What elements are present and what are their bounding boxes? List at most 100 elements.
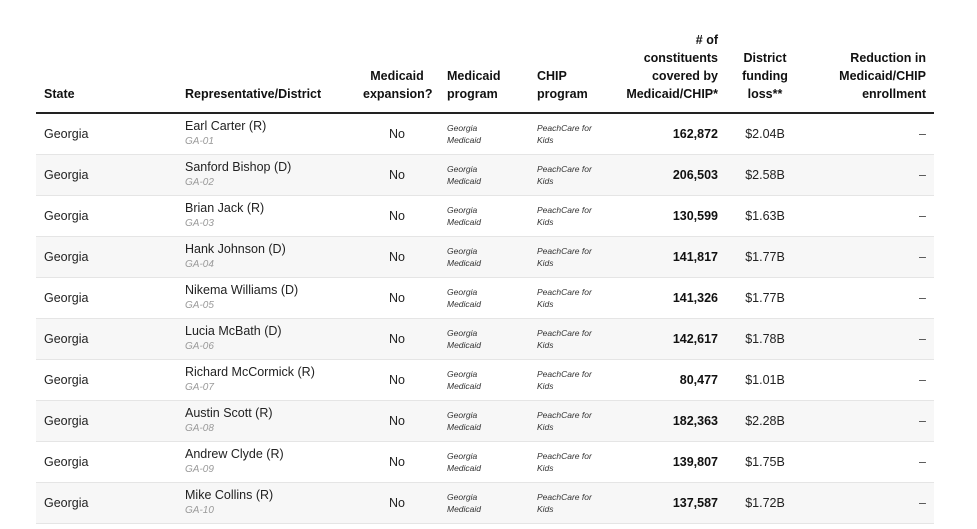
representative-name: Hank Johnson (D) [185,242,286,256]
table-row: Georgia Austin Scott (R) GA-08 No Georgia Med… [36,400,934,442]
funding-loss-cell: $1.78B [726,318,804,360]
medicaid-program-line: Georgia [447,287,478,297]
representative-cell: Earl Carter (R) GA-01 [185,113,355,155]
funding-loss-cell: $1.77B [726,236,804,278]
medicaid-table: State Representative/District Medicaid ex… [36,0,934,524]
state-cell: Georgia [36,318,185,360]
expansion-cell: No [355,195,439,237]
header-chip-program[interactable]: CHIP program [529,0,614,114]
representative-cell: Richard McCormick (R) GA-07 [185,359,355,401]
medicaid-program-line: Medicaid [447,176,482,186]
chip-program-line: PeachCare for [537,451,592,461]
representative-name: Earl Carter (R) [185,119,267,133]
funding-loss-cell: $1.01B [726,359,804,401]
representative-cell: Austin Scott (R) GA-08 [185,400,355,442]
chip-program-line: Kids [537,504,554,514]
district-code: GA-10 [185,505,214,516]
medicaid-program-line: Georgia [447,328,478,338]
district-code: GA-05 [185,300,214,311]
header-constituents[interactable]: # of constituents covered by Medicaid/CHIP* [614,0,726,114]
table-row: Georgia Richard McCormick (R) GA-07 No Georg… [36,359,934,401]
chip-program-line: Kids [537,381,554,391]
representative-name: Richard McCormick (R) [185,365,315,379]
chip-program-line: PeachCare for [537,287,592,297]
chip-program-cell: PeachCare for Kids [529,236,614,278]
table-row: Georgia Earl Carter (R) GA-01 No Georgia Medi… [36,113,934,155]
representative-name: Andrew Clyde (R) [185,447,284,461]
medicaid-program-line: Medicaid [447,381,482,391]
chip-program-line: PeachCare for [537,164,592,174]
state-cell: Georgia [36,236,185,278]
constituents-cell: 141,326 [614,277,726,319]
medicaid-program-line: Georgia [447,451,478,461]
chip-program-line: PeachCare for [537,328,592,338]
state-cell: Georgia [36,113,185,155]
header-medicaid-program[interactable]: Medicaid program [439,0,529,114]
chip-program-cell: PeachCare for Kids [529,359,614,401]
constituents-cell: 206,503 [614,154,726,196]
medicaid-program-line: Medicaid [447,340,482,350]
medicaid-program-cell: Georgia Medicaid [439,277,529,319]
constituents-cell: 130,599 [614,195,726,237]
constituents-cell: 162,872 [614,113,726,155]
medicaid-program-cell: Georgia Medicaid [439,154,529,196]
district-code: GA-07 [185,382,214,393]
expansion-cell: No [355,236,439,278]
medicaid-program-line: Georgia [447,164,478,174]
expansion-cell: No [355,482,439,524]
chip-program-line: PeachCare for [537,246,592,256]
representative-name: Mike Collins (R) [185,488,274,502]
enrollment-reduction-cell: – [804,236,934,278]
representative-cell: Lucia McBath (D) GA-06 [185,318,355,360]
medicaid-program-line: Medicaid [447,135,482,145]
table-row: Georgia Hank Johnson (D) GA-04 No Georgia Med… [36,236,934,278]
funding-loss-cell: $1.77B [726,277,804,319]
state-cell: Georgia [36,441,185,483]
table-body: Georgia Earl Carter (R) GA-01 No Georgia Medi… [36,113,934,524]
chip-program-cell: PeachCare for Kids [529,318,614,360]
chip-program-line: PeachCare for [537,410,592,420]
representative-cell: Andrew Clyde (R) GA-09 [185,441,355,483]
representative-cell: Sanford Bishop (D) GA-02 [185,154,355,196]
funding-loss-cell: $2.58B [726,154,804,196]
header-medicaid-expansion[interactable]: Medicaid expansion? [355,0,439,114]
district-code: GA-01 [185,136,214,147]
chip-program-line: Kids [537,217,554,227]
medicaid-program-line: Medicaid [447,422,482,432]
medicaid-program-line: Medicaid [447,504,482,514]
header-enrollment-reduction[interactable]: Reduction in Medicaid/CHIP enrollment [804,0,934,114]
chip-program-line: Kids [537,340,554,350]
representative-name: Brian Jack (R) [185,201,265,215]
header-representative[interactable]: Representative/District [185,0,355,114]
medicaid-program-cell: Georgia Medicaid [439,236,529,278]
header-state[interactable]: State [36,0,185,114]
enrollment-reduction-cell: – [804,154,934,196]
expansion-cell: No [355,400,439,442]
medicaid-program-cell: Georgia Medicaid [439,441,529,483]
enrollment-reduction-cell: – [804,113,934,155]
table-row: Georgia Mike Collins (R) GA-10 No Georgia Med… [36,482,934,524]
chip-program-line: Kids [537,422,554,432]
constituents-cell: 139,807 [614,441,726,483]
representative-name: Nikema Williams (D) [185,283,299,297]
medicaid-program-cell: Georgia Medicaid [439,400,529,442]
state-cell: Georgia [36,195,185,237]
table-row: Georgia Lucia McBath (D) GA-06 No Georgia Med… [36,318,934,360]
header-funding-loss[interactable]: District funding loss** [726,0,804,114]
representative-name: Austin Scott (R) [185,406,273,420]
enrollment-reduction-cell: – [804,441,934,483]
medicaid-program-line: Medicaid [447,258,482,268]
state-cell: Georgia [36,277,185,319]
expansion-cell: No [355,359,439,401]
medicaid-program-cell: Georgia Medicaid [439,359,529,401]
constituents-cell: 80,477 [614,359,726,401]
chip-program-line: PeachCare for [537,123,592,133]
constituents-cell: 142,617 [614,318,726,360]
medicaid-program-cell: Georgia Medicaid [439,113,529,155]
representative-cell: Mike Collins (R) GA-10 [185,482,355,524]
representative-name: Sanford Bishop (D) [185,160,292,174]
representative-cell: Brian Jack (R) GA-03 [185,195,355,237]
medicaid-program-line: Georgia [447,410,478,420]
medicaid-program-line: Medicaid [447,299,482,309]
representative-cell: Hank Johnson (D) GA-04 [185,236,355,278]
